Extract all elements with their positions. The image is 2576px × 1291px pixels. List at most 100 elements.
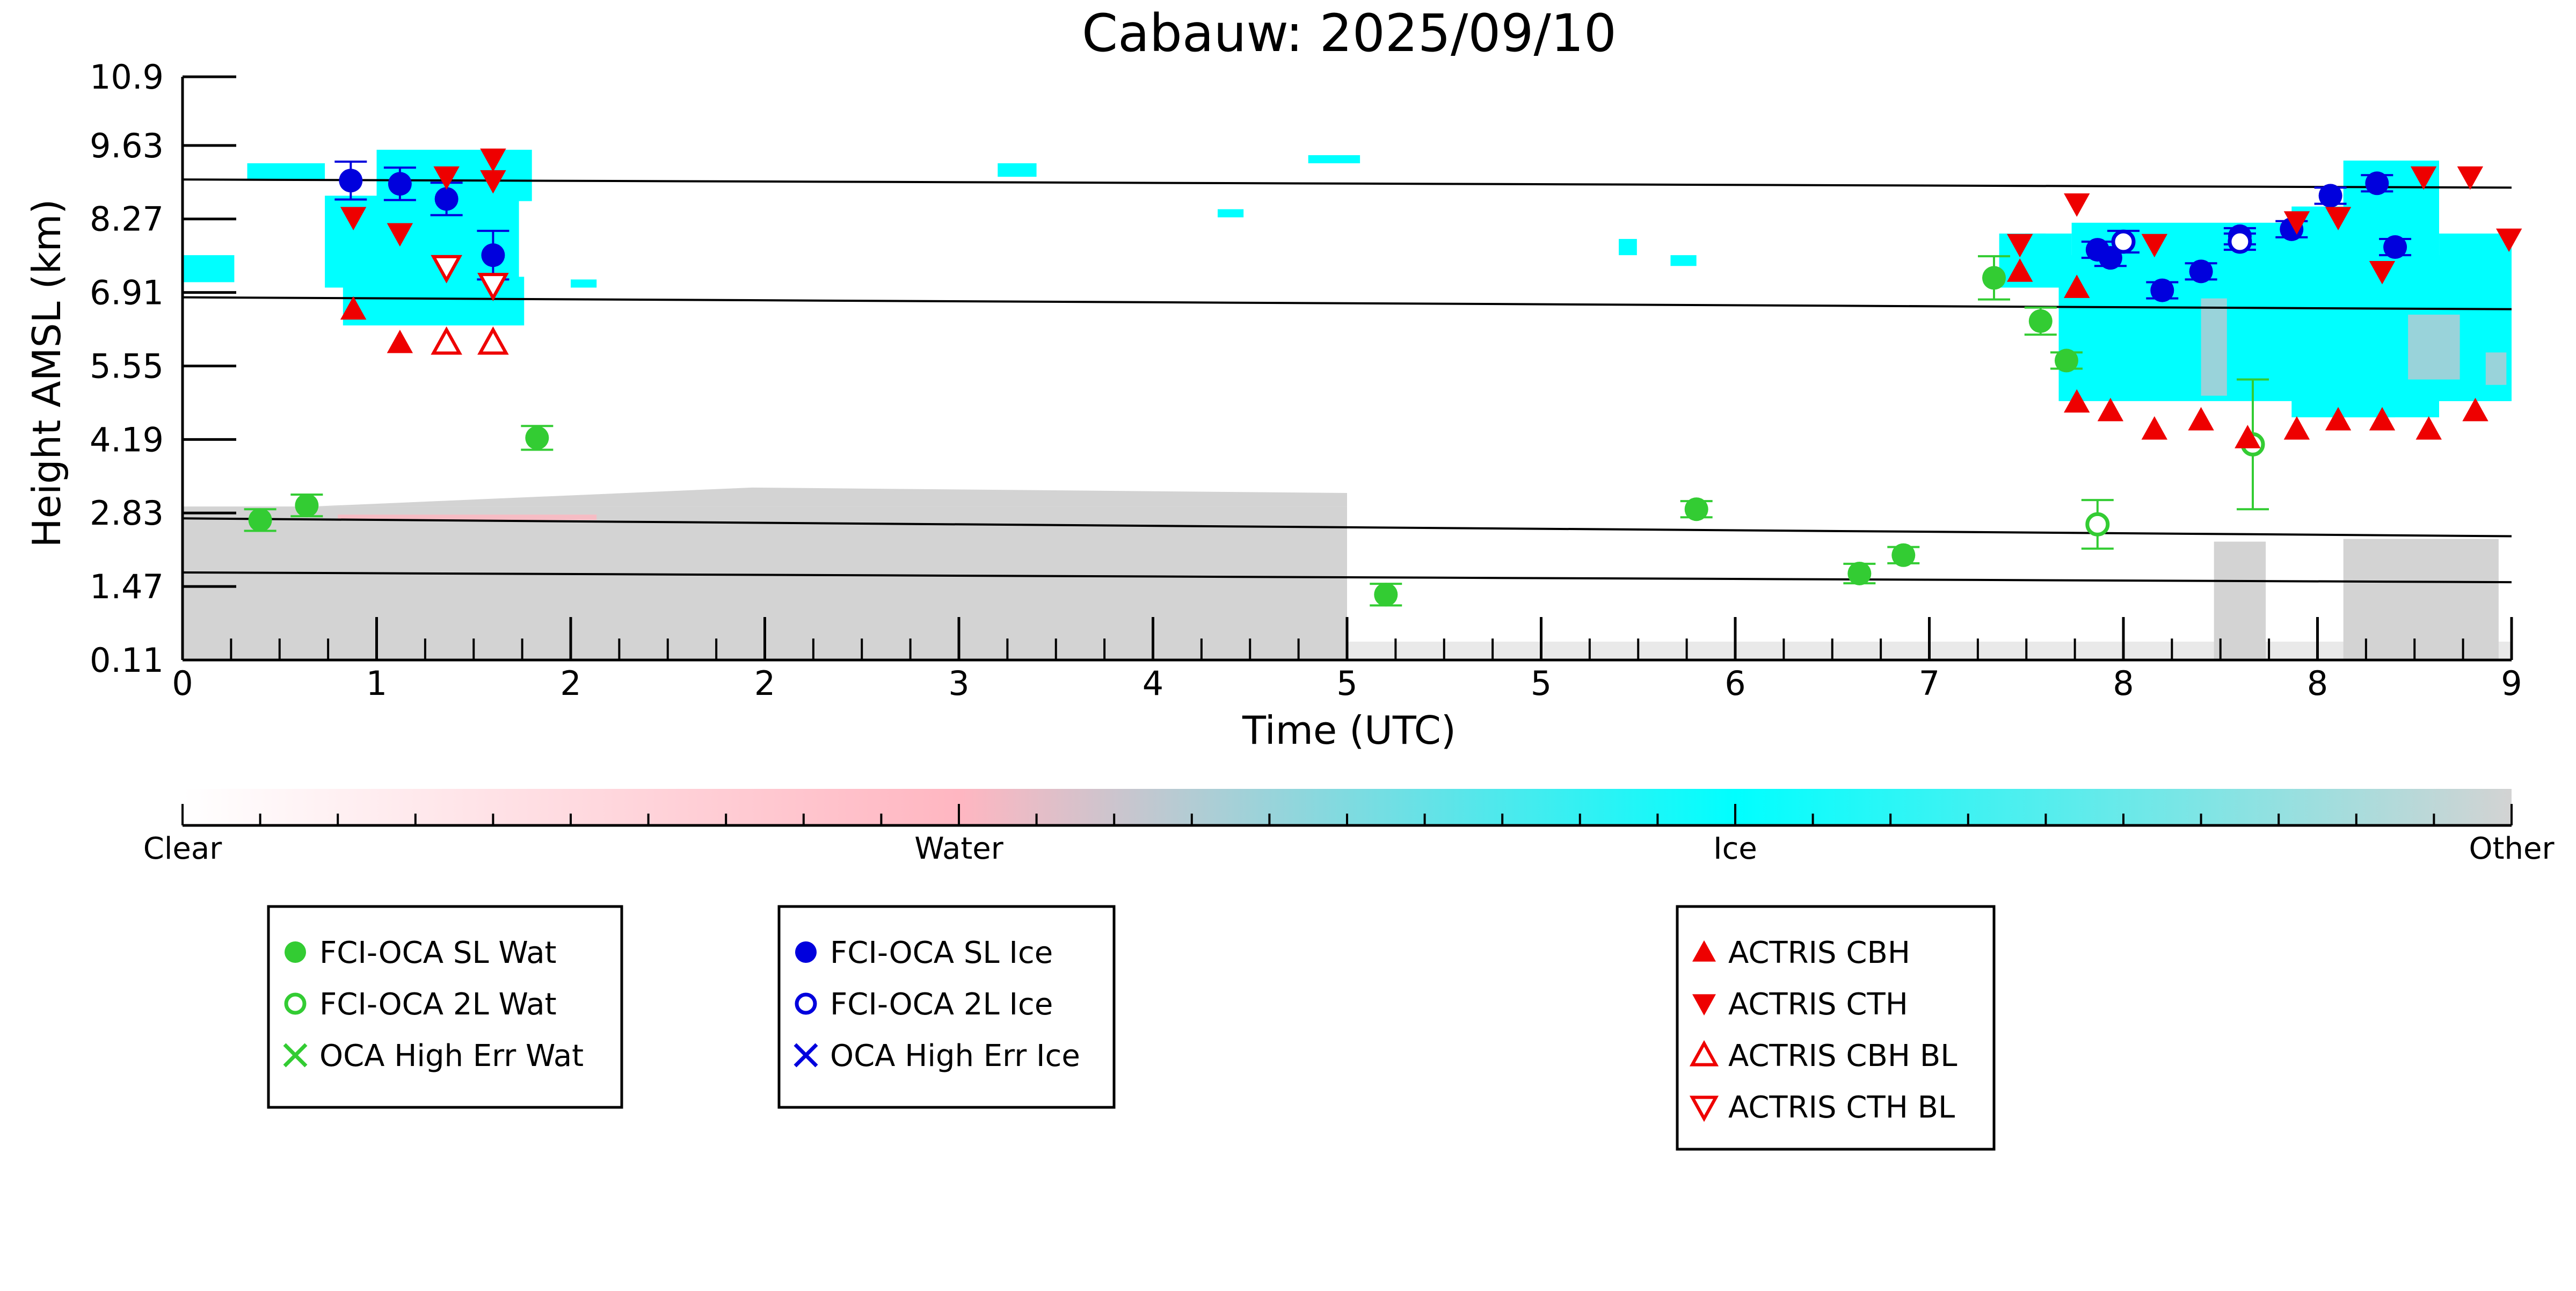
- data-point: [2007, 234, 2033, 258]
- cloud-classification-background: [183, 149, 2512, 660]
- data-point: [477, 326, 509, 355]
- series-actris-cbh-bl: [431, 326, 509, 355]
- data-point: [2007, 258, 2033, 282]
- legend-marker: [794, 1043, 818, 1068]
- data-point: [2189, 259, 2213, 284]
- x-tick-label: 5: [1531, 664, 1552, 703]
- legend-label: ACTRIS CBH BL: [1728, 1039, 1957, 1074]
- data-point: [2150, 278, 2174, 302]
- x-tick-label: 2: [560, 664, 581, 703]
- y-tick-label: 5.55: [90, 346, 164, 386]
- water-region: [2485, 352, 2507, 385]
- data-point: [2111, 229, 2136, 254]
- classification-colorbar: Clear Water Ice Other: [143, 789, 2555, 866]
- x-tick-label: 7: [1919, 664, 1940, 703]
- data-point: [2410, 166, 2437, 190]
- data-point: [2325, 207, 2352, 230]
- data-point: [1684, 497, 1708, 521]
- data-point: [1374, 583, 1398, 607]
- legend-marker: [1689, 1096, 1719, 1122]
- water-region: [2201, 298, 2227, 396]
- legend-marker: [795, 992, 817, 1015]
- data-point: [2188, 407, 2214, 431]
- other-region: [2343, 539, 2499, 660]
- data-point: [340, 296, 367, 320]
- ice-region: [998, 163, 1037, 177]
- data-point: [2283, 211, 2310, 235]
- data-point: [2028, 309, 2053, 333]
- data-point: [2369, 407, 2396, 431]
- legend-label: FCI-OCA SL Wat: [319, 935, 557, 970]
- x-tick-label: 1: [366, 664, 387, 703]
- legend-label: ACTRIS CBH: [1728, 935, 1910, 970]
- reference-line: [182, 178, 2512, 189]
- y-tick-label: 4.19: [90, 420, 164, 459]
- legend-marker: [1689, 1040, 1719, 1067]
- x-tick-label: 8: [2307, 664, 2328, 703]
- data-point: [480, 148, 506, 172]
- ice-region: [1308, 155, 1360, 164]
- data-point: [2085, 512, 2110, 536]
- reference-lines: [182, 178, 2512, 584]
- y-tick-label: 9.63: [90, 126, 164, 165]
- legend-marker-stroke: [794, 1043, 818, 1068]
- legend-label: OCA High Err Ice: [830, 1039, 1080, 1074]
- data-point: [340, 207, 367, 230]
- colorbar-label: Water: [914, 831, 1004, 866]
- legend-box-1: FCI-OCA SL Wat FCI-OCA 2L Wat OCA High Err…: [267, 905, 623, 1109]
- water-region: [2408, 314, 2460, 380]
- ice-region: [247, 163, 325, 180]
- data-point: [2064, 193, 2090, 217]
- ice-region: [571, 279, 597, 288]
- reference-line: [182, 517, 2512, 538]
- x-tick-label: 6: [1724, 664, 1745, 703]
- legend-marker: [795, 941, 817, 963]
- ice-region: [1670, 255, 1697, 266]
- reference-line: [182, 571, 2512, 584]
- data-point: [433, 166, 460, 190]
- data-point: [2462, 397, 2488, 422]
- legend-marker: [283, 1043, 308, 1068]
- data-point: [2141, 234, 2168, 258]
- data-point: [2415, 416, 2442, 440]
- data-point: [2325, 407, 2352, 431]
- legend-frame: [777, 905, 1116, 1109]
- legend-label: FCI-OCA SL Ice: [830, 935, 1053, 970]
- data-point: [477, 273, 509, 301]
- y-tick-label: 0.11: [90, 641, 164, 680]
- x-tick-label: 5: [1336, 664, 1357, 703]
- data-point: [1982, 266, 2006, 290]
- legend-label: FCI-OCA 2L Wat: [319, 987, 557, 1022]
- y-tick-label: 1.47: [90, 567, 164, 606]
- ice-region: [1218, 209, 1244, 217]
- reference-line: [182, 296, 2512, 310]
- data-point: [2365, 171, 2389, 195]
- colorbar-label: Clear: [143, 831, 222, 866]
- data-point: [295, 494, 319, 518]
- legend-box-3: ACTRIS CBH ACTRIS CTH ACTRIS CBH BL ACTRIS …: [1676, 905, 1996, 1151]
- series-actris-cth: [340, 148, 2522, 285]
- colorbar-label: Other: [2469, 831, 2555, 866]
- y-tick-label: 2.83: [90, 494, 164, 533]
- legend-marker: [1692, 994, 1716, 1016]
- series-fci-oca-2l-ice: [2107, 229, 2256, 254]
- data-point: [2457, 166, 2484, 190]
- legend-marker: [1692, 940, 1716, 962]
- data-marks: [244, 148, 2522, 607]
- ice-region: [183, 255, 235, 282]
- data-point: [387, 329, 413, 353]
- x-axis-label: Time (UTC): [1242, 708, 1456, 753]
- data-point: [2383, 235, 2407, 259]
- legends: FCI-OCA SL Wat FCI-OCA 2L Wat OCA High Err…: [267, 905, 1996, 1151]
- chart-title: Cabauw: 2025/09/10: [1082, 3, 1617, 63]
- data-point: [2318, 184, 2342, 208]
- x-tick-label: 2: [754, 664, 775, 703]
- data-point: [481, 243, 505, 267]
- data-point: [431, 326, 462, 355]
- legend-frame: [1676, 905, 1996, 1151]
- legend-box-2: FCI-OCA SL Ice FCI-OCA 2L Ice OCA High Err…: [777, 905, 1116, 1109]
- y-tick-label: 6.91: [90, 273, 164, 313]
- data-point: [2235, 425, 2261, 448]
